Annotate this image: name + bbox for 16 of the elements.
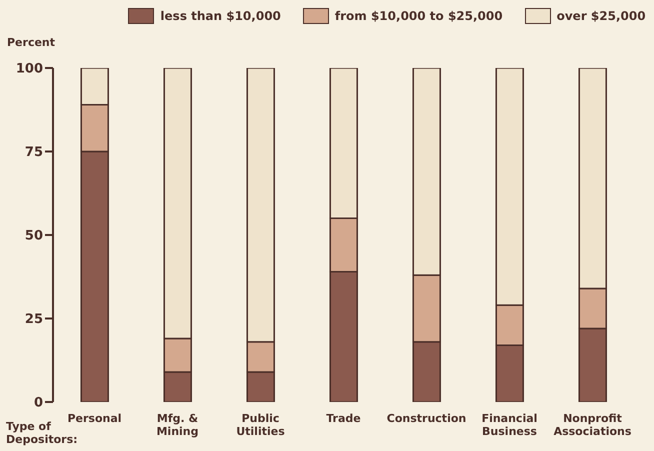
y-tick-label: 75 (24, 145, 43, 160)
x-tick-label: Financial Business (482, 412, 538, 438)
y-axis-title: Percent (7, 36, 56, 49)
x-tick-label: Trade (326, 412, 361, 425)
legend-label: from $10,000 to $25,000 (334, 9, 503, 23)
x-tick-label: Public Utilities (236, 412, 286, 438)
y-tick-label: 0 (34, 396, 43, 411)
x-tick-label: Nonprofit Associations (554, 412, 632, 438)
x-tick-label: Personal (67, 412, 122, 425)
y-tick-label: 100 (16, 62, 43, 77)
legend-label: over $25,000 (556, 9, 646, 23)
y-tick-label: 50 (24, 228, 43, 244)
y-tick-label: 25 (24, 312, 43, 328)
x-tick-label: Mfg. & Mining (156, 412, 199, 438)
legend-label: less than $10,000 (160, 9, 281, 23)
x-tick-label: Construction (386, 412, 466, 425)
